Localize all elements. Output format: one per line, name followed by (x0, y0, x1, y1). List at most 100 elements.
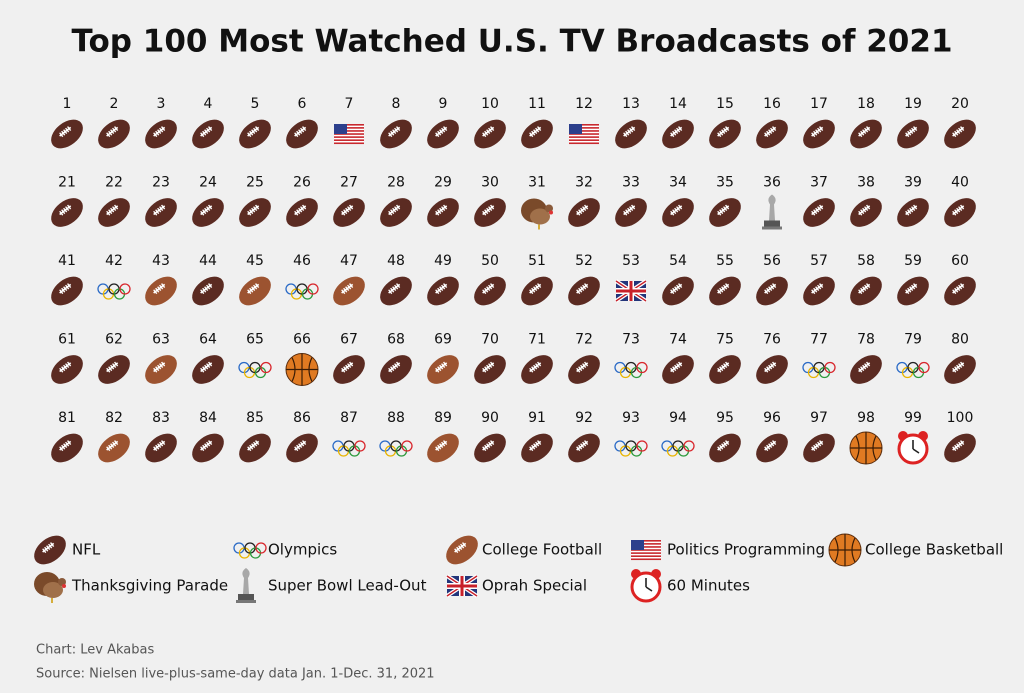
stitch (484, 130, 489, 136)
stitch (815, 207, 820, 213)
icon (333, 355, 365, 384)
ball (709, 433, 741, 463)
stitch (529, 132, 534, 138)
ball (98, 119, 130, 149)
stitch (159, 284, 164, 290)
rank-label: 39 (904, 175, 922, 191)
stitch (764, 289, 769, 295)
legend-label: 60 Minutes (667, 577, 750, 595)
stitch (770, 363, 775, 368)
stitch (958, 127, 963, 133)
icon (944, 433, 976, 463)
stitch (860, 366, 865, 372)
rank-label: 73 (622, 332, 640, 348)
stitch (200, 289, 205, 295)
ball (897, 198, 929, 227)
stitch (294, 132, 299, 138)
stitch (482, 289, 487, 295)
stitch (202, 444, 207, 450)
stitch (65, 206, 70, 211)
stitch (486, 364, 491, 370)
stitch (960, 361, 965, 367)
ball (521, 433, 553, 463)
seam (291, 357, 313, 382)
rank-label: 70 (481, 332, 499, 348)
stitch (439, 129, 444, 135)
stitch (819, 440, 824, 445)
ring (824, 361, 836, 374)
ball (446, 535, 478, 565)
stitch (296, 444, 301, 450)
stitch (488, 363, 493, 368)
stitch (345, 286, 350, 292)
stitch (905, 210, 910, 216)
stitch (247, 289, 252, 295)
wattle (62, 584, 66, 588)
stitch (343, 209, 348, 215)
stitch (159, 363, 164, 368)
stitch (110, 207, 115, 213)
ball-body (427, 433, 459, 463)
stitch (719, 444, 724, 450)
stitch (954, 287, 959, 293)
stitch (580, 286, 585, 292)
rank-label: 69 (434, 332, 452, 348)
stitch (296, 209, 301, 215)
stitch (202, 366, 207, 372)
stitch (770, 284, 775, 290)
stitch (529, 367, 534, 373)
stitch (954, 209, 959, 215)
ball-body (51, 198, 83, 227)
stitch (435, 367, 440, 373)
stitch (456, 546, 461, 552)
stitch (159, 127, 164, 133)
stitch (766, 130, 771, 136)
ball-body (568, 433, 600, 463)
stitch (110, 443, 115, 449)
canton (569, 124, 582, 134)
stitch (255, 440, 260, 445)
stitch (819, 283, 824, 288)
stitch (531, 287, 536, 293)
stitch (390, 130, 395, 136)
stitch (106, 367, 111, 373)
icon (849, 431, 883, 465)
stitch (155, 209, 160, 215)
stitch (952, 210, 957, 216)
stripe (569, 136, 599, 138)
stitch (531, 366, 536, 372)
ball (944, 198, 976, 227)
icon (897, 431, 929, 465)
rank-label: 92 (575, 410, 593, 426)
ball-body (286, 198, 318, 227)
rank-label: 65 (246, 332, 264, 348)
stitch (208, 361, 213, 367)
stitch (392, 364, 397, 370)
stitch (721, 443, 726, 449)
rank-label: 78 (857, 332, 875, 348)
stitch (202, 130, 207, 136)
stitch (911, 127, 916, 133)
stitch (958, 441, 963, 447)
stitch (247, 446, 252, 452)
ball-body (944, 198, 976, 227)
stripe (334, 139, 364, 141)
stitch (858, 210, 863, 216)
ball-body (662, 198, 694, 227)
stitch (719, 366, 724, 372)
rank-label: 7 (345, 96, 354, 112)
stitch (396, 204, 401, 210)
rank-label: 90 (481, 410, 499, 426)
stitch (819, 204, 824, 210)
stitch (725, 361, 730, 367)
stitch (907, 209, 912, 215)
stitch (631, 204, 636, 210)
ball (239, 276, 271, 306)
stitch (249, 130, 254, 136)
stitch (670, 132, 675, 138)
stitch (347, 206, 352, 211)
base (238, 594, 254, 600)
icon (145, 119, 177, 149)
icon (615, 119, 647, 149)
stitch (531, 444, 536, 450)
